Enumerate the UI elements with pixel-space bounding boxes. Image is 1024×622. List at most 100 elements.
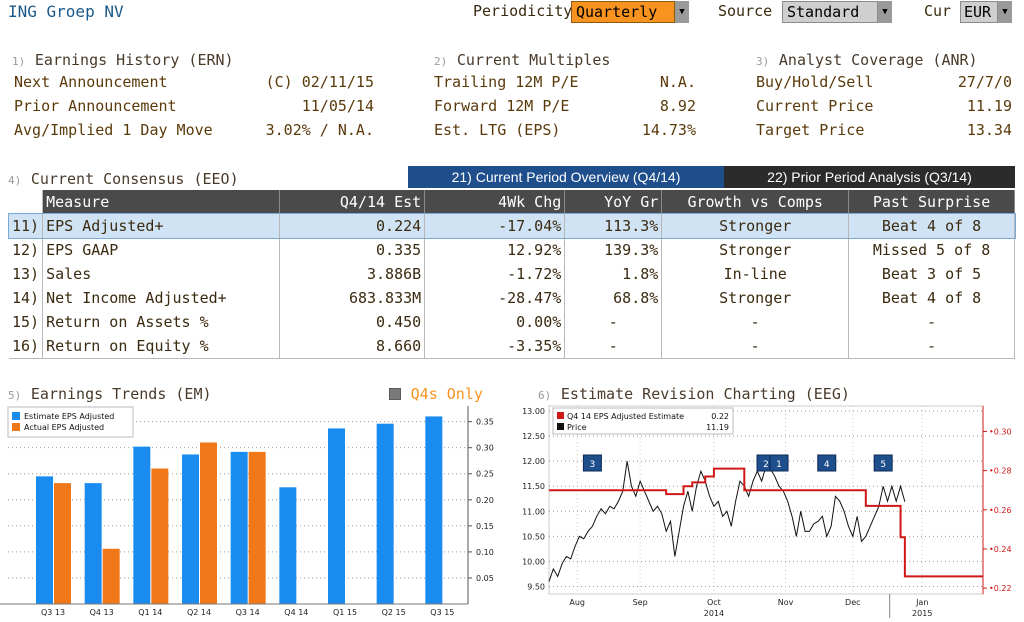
chevron-down-icon[interactable]: ▼ [878,1,892,23]
event-marker-label: 3 [590,460,596,470]
x-tick-label: Q1 15 [333,608,357,617]
estimate-bar[interactable] [36,476,53,604]
x-year-label: 2015 [912,609,932,618]
column-header-past-surprise[interactable]: Past Surprise [848,190,1015,214]
table-row[interactable]: 11) EPS Adjusted+ 0.224 -17.04% 113.3% S… [8,213,1016,239]
event-marker[interactable]: 1 [769,454,789,472]
consensus-table: Measure Q4/14 Est 4Wk Chg YoY Gr Growth … [8,190,1016,359]
current-price-label: Current Price [756,97,874,115]
current-multiples-header[interactable]: 2) Current Multiples [434,51,611,69]
legend-label-estimate: Estimate EPS Adjusted [24,412,114,421]
actual-bar[interactable] [151,468,169,604]
chevron-down-icon[interactable]: ▼ [675,1,689,23]
x-tick-label: Q3 14 [236,608,260,617]
periodicity-label: Periodicity [473,2,573,20]
estimate-bar[interactable] [230,451,248,604]
estimate-bar[interactable] [279,487,297,604]
event-marker[interactable]: 5 [873,454,893,472]
event-marker-label: 5 [880,460,886,470]
y-tick-label-left: 12.00 [522,457,545,466]
trailing-pe-label: Trailing 12M P/E [434,73,579,91]
legend-value-price: 11.19 [706,423,729,432]
y-tick-label-left: 13.00 [522,407,545,416]
estimate-bar[interactable] [425,416,443,604]
y-tick-label: 0.10 [476,548,494,557]
y-tick-label-left: 9.50 [527,582,545,591]
buy-hold-sell-label: Buy/Hold/Sell [756,73,874,91]
current-price-value: 11.19 [966,97,1012,115]
target-price-label: Target Price [756,121,865,139]
x-tick-label: Dec [845,598,860,607]
earnings-trends-header[interactable]: 5) Earnings Trends (EM) [8,385,212,403]
table-row[interactable]: 15) Return on Assets % 0.450 0.00% - - - [9,310,1015,334]
x-tick-label: Aug [569,598,585,607]
estimate-series-line [549,467,983,578]
estimate-revision-header[interactable]: 6) Estimate Revision Charting (EEG) [538,385,850,403]
currency-dropdown[interactable]: EUR ▼ [960,1,1012,23]
column-header-estimate[interactable]: Q4/14 Est [279,190,426,214]
column-header-growth-vs-comps[interactable]: Growth vs Comps [661,190,850,214]
event-marker-box [769,454,789,472]
q4s-only-toggle[interactable]: Q4s Only [389,384,483,403]
legend-label-estimate: Q4 14 EPS Adjusted Estimate [567,412,684,421]
source-dropdown[interactable]: Standard ▼ [782,1,892,23]
earnings-history-header[interactable]: 1) Earnings History (ERN) [12,51,234,69]
prior-announcement-label: Prior Announcement [14,97,177,115]
consensus-header[interactable]: 4) Current Consensus (EEO) [8,170,239,188]
target-price-value: 13.34 [966,121,1012,139]
tab-current-period-overview[interactable]: 21) Current Period Overview (Q4/14) [408,166,724,188]
x-tick-label: Q2 14 [187,608,211,617]
table-row[interactable]: 14) Net Income Adjusted+ 683.833M -28.47… [9,286,1015,310]
legend-label-actual: Actual EPS Adjusted [24,423,104,432]
column-header-yoy-gr[interactable]: YoY Gr [564,190,663,214]
y-tick-label: 0.35 [476,418,494,427]
trailing-pe-value: N.A. [659,73,696,91]
estimate-bar[interactable] [328,428,345,604]
y-tick-label-right: •0.24 [989,545,1012,554]
x-tick-label: Nov [778,598,794,607]
periodicity-value: Quarterly [571,1,675,23]
estimate-bar[interactable] [182,454,199,604]
actual-bar[interactable] [200,442,217,604]
event-marker[interactable]: 3 [582,454,602,472]
actual-bar[interactable] [102,548,120,604]
y-tick-label-left: 12.50 [522,432,545,441]
y-tick-label-right: •0.28 [989,467,1012,476]
periodicity-dropdown[interactable]: Quarterly ▼ [571,1,689,23]
table-row[interactable]: 13) Sales 3.886B -1.72% 1.8% In-line Bea… [9,262,1015,286]
next-announcement-value: (C) 02/11/15 [265,73,374,91]
chart-legend: Q4 14 EPS Adjusted Estimate 0.22 Price 1… [552,407,734,435]
y-tick-label-left: 10.00 [522,557,545,566]
column-header-4wk-chg[interactable]: 4Wk Chg [424,190,566,214]
y-tick-label-right: •0.30 [989,427,1012,436]
column-header-measure[interactable]: Measure [42,190,280,214]
event-marker-label: 4 [824,460,830,470]
estimate-bar[interactable] [376,423,394,604]
x-year-label: 2014 [704,609,724,618]
event-marker-box [582,454,602,472]
y-tick-label: 0.15 [476,522,494,531]
y-tick-label: 0.05 [476,574,494,583]
legend-label-price: Price [567,423,587,432]
table-row[interactable]: 12) EPS GAAP 0.335 12.92% 139.3% Stronge… [9,238,1015,262]
implied-move-value: 3.02% / N.A. [265,121,374,139]
actual-bar[interactable] [54,483,71,604]
ltg-eps-value: 14.73% [641,121,696,139]
event-marker[interactable]: 4 [817,454,837,472]
analyst-coverage-header[interactable]: 3) Analyst Coverage (ANR) [756,51,978,69]
estimate-bar[interactable] [133,446,151,604]
x-tick-label: Q2 15 [382,608,406,617]
chevron-down-icon[interactable]: ▼ [998,1,1012,23]
x-tick-label: Q4 14 [284,608,308,617]
security-title: ING Groep NV [8,2,124,21]
ltg-eps-label: Est. LTG (EPS) [434,121,561,139]
estimate-bar[interactable] [84,483,102,604]
y-tick-label-right: •0.26 [989,506,1012,515]
y-tick-label-left: 11.50 [522,482,545,491]
table-row[interactable]: 16) Return on Equity % 8.660 -3.35% - - … [9,334,1015,358]
tab-prior-period-analysis[interactable]: 22) Prior Period Analysis (Q3/14) [724,166,1015,188]
checkbox-icon[interactable] [389,388,401,400]
actual-bar[interactable] [248,451,266,604]
prior-announcement-value: 11/05/14 [301,97,374,115]
source-value: Standard [782,1,878,23]
